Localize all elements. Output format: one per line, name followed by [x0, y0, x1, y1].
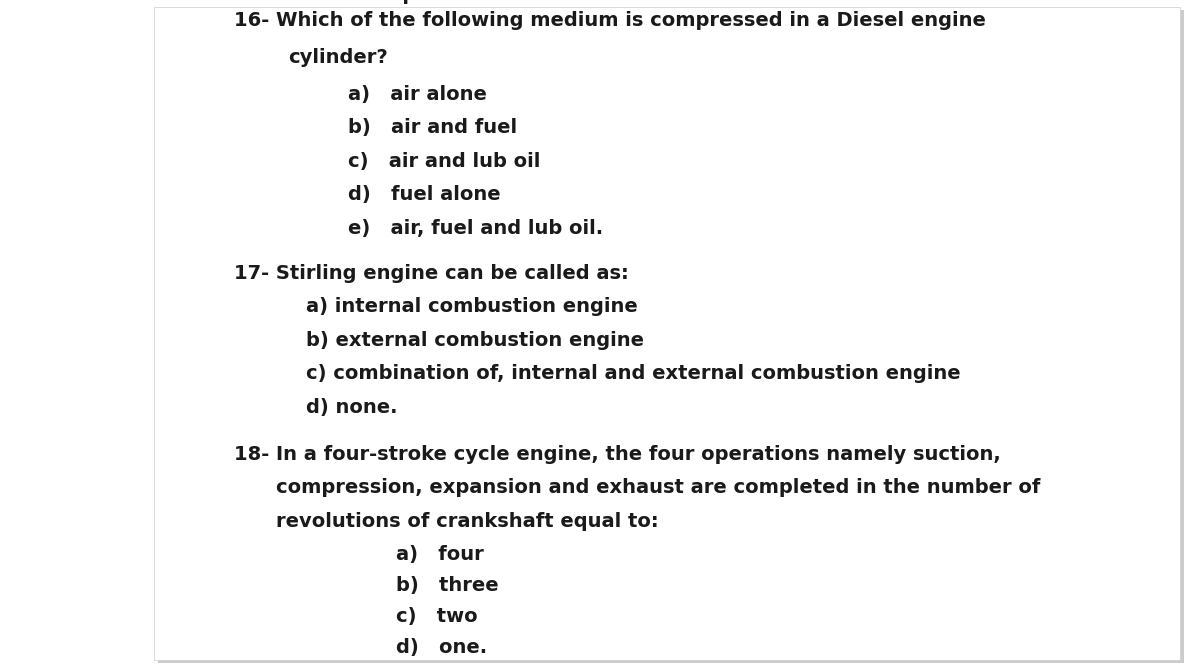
Text: cylinder?: cylinder? [288, 48, 388, 67]
Text: b)   air and fuel: b) air and fuel [348, 119, 517, 137]
FancyBboxPatch shape [158, 10, 1184, 663]
Text: 18- In a four-stroke cycle engine, the four operations namely suction,: 18- In a four-stroke cycle engine, the f… [234, 445, 1001, 464]
Text: c)   two: c) two [396, 607, 478, 626]
Text: a)   air alone: a) air alone [348, 85, 487, 104]
Text: b)   three: b) three [396, 576, 499, 595]
Text: revolutions of crankshaft equal to:: revolutions of crankshaft equal to: [276, 512, 659, 531]
Text: c)   air and lub oil: c) air and lub oil [348, 152, 540, 171]
Text: a) internal combustion engine: a) internal combustion engine [306, 297, 637, 316]
Text: 16- Which of the following medium is compressed in a Diesel engine: 16- Which of the following medium is com… [234, 11, 986, 30]
Text: d) none.: d) none. [306, 398, 397, 417]
Text: 17- Stirling engine can be called as:: 17- Stirling engine can be called as: [234, 264, 629, 283]
Text: c) combination of, internal and external combustion engine: c) combination of, internal and external… [306, 364, 961, 383]
Text: a)   four: a) four [396, 545, 484, 564]
Text: e)   air, fuel and lub oil.: e) air, fuel and lub oil. [348, 219, 604, 238]
FancyBboxPatch shape [154, 7, 1180, 660]
Text: d)   fuel alone: d) fuel alone [348, 186, 500, 204]
Text: .: . [402, 0, 409, 8]
Text: d)   one.: d) one. [396, 638, 487, 657]
Text: b) external combustion engine: b) external combustion engine [306, 331, 644, 350]
Text: compression, expansion and exhaust are completed in the number of: compression, expansion and exhaust are c… [276, 478, 1040, 497]
